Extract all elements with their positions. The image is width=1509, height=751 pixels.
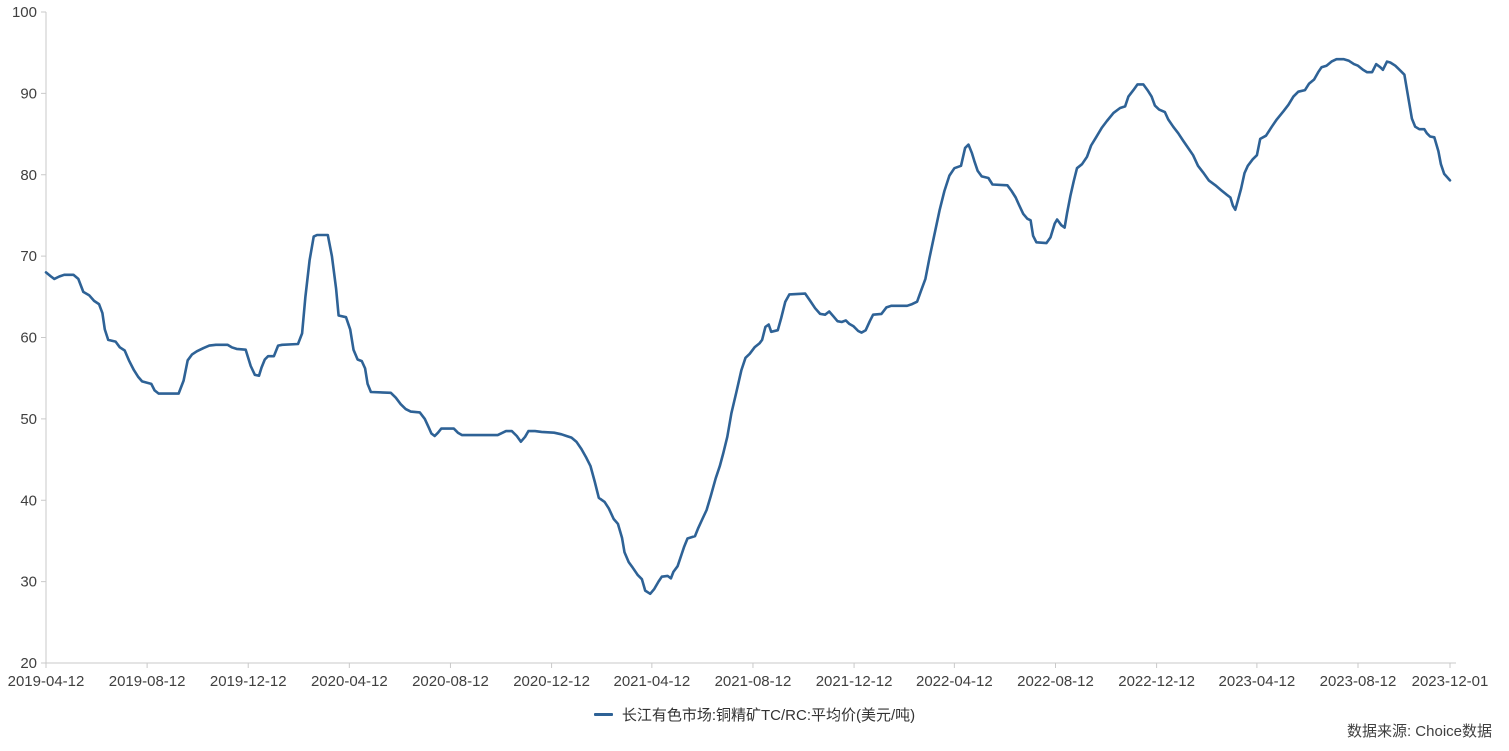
svg-text:2021-08-12: 2021-08-12	[715, 673, 792, 690]
svg-text:2019-04-12: 2019-04-12	[8, 673, 85, 690]
svg-text:2020-12-12: 2020-12-12	[513, 673, 590, 690]
svg-text:40: 40	[20, 492, 37, 509]
svg-text:2023-04-12: 2023-04-12	[1219, 673, 1296, 690]
svg-text:20: 20	[20, 655, 37, 672]
svg-text:30: 30	[20, 574, 37, 591]
svg-text:2019-12-12: 2019-12-12	[210, 673, 287, 690]
svg-text:2022-12-12: 2022-12-12	[1118, 673, 1195, 690]
svg-text:60: 60	[20, 330, 37, 347]
svg-text:50: 50	[20, 411, 37, 428]
svg-text:2020-04-12: 2020-04-12	[311, 673, 388, 690]
svg-text:2021-12-12: 2021-12-12	[816, 673, 893, 690]
svg-text:2023-12-01: 2023-12-01	[1412, 673, 1489, 690]
svg-text:2023-08-12: 2023-08-12	[1320, 673, 1397, 690]
data-source-note: 数据来源: Choice数据	[1346, 723, 1492, 740]
svg-text:2021-04-12: 2021-04-12	[613, 673, 690, 690]
svg-text:2022-08-12: 2022-08-12	[1017, 673, 1094, 690]
svg-text:2019-08-12: 2019-08-12	[109, 673, 186, 690]
svg-text:2022-04-12: 2022-04-12	[916, 673, 993, 690]
svg-text:70: 70	[20, 248, 37, 265]
svg-text:90: 90	[20, 85, 37, 102]
svg-text:100: 100	[12, 4, 37, 21]
svg-text:80: 80	[20, 167, 37, 184]
svg-text:2020-08-12: 2020-08-12	[412, 673, 489, 690]
